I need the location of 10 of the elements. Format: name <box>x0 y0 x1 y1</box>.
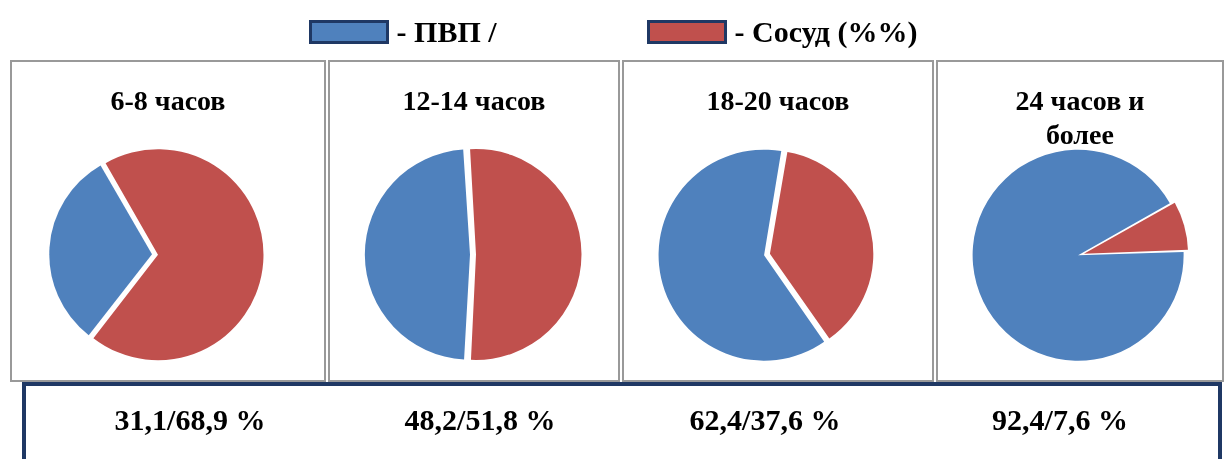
legend-label: - Сосуд (%%) <box>734 14 918 50</box>
text: 6-8 часов <box>109 84 227 118</box>
chart-title: 18-20 часов <box>705 84 851 118</box>
text: 48,2/51,8 % <box>403 402 557 438</box>
text: 92,4/7,6 % <box>991 402 1129 438</box>
text: 31,1/68,9 % <box>113 402 267 438</box>
legend-label: - ПВП / <box>396 14 497 50</box>
chart-title: 24 часов и более <box>1014 84 1146 152</box>
chart-title: 12-14 часов <box>401 84 547 118</box>
text: 62,4/37,6 % <box>688 402 842 438</box>
